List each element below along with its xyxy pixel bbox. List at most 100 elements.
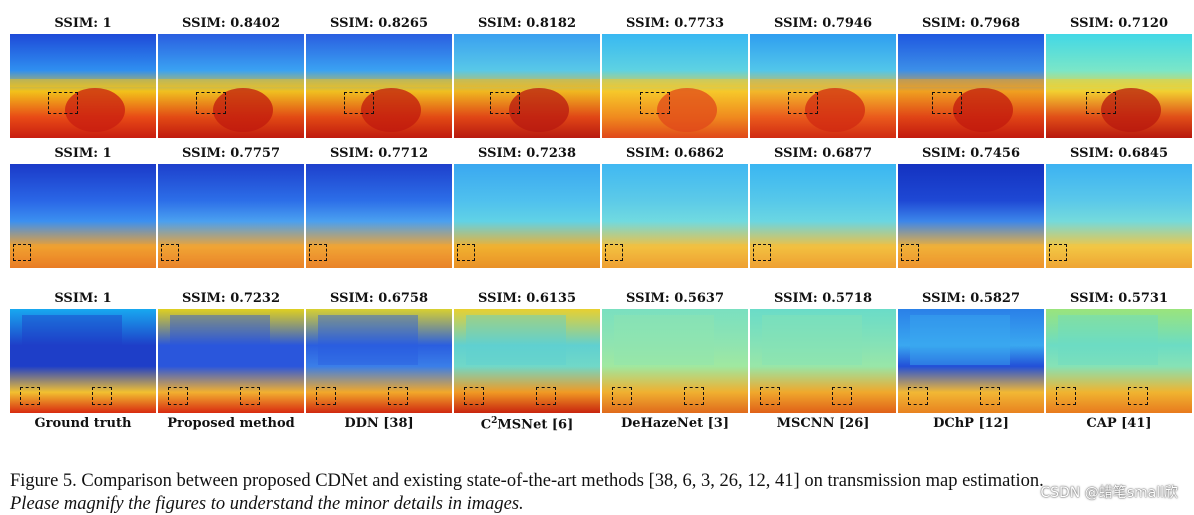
colormap-canvas [10, 309, 156, 413]
transmission-map [898, 164, 1044, 268]
colormap-canvas [10, 164, 156, 268]
colormap-canvas [750, 34, 896, 138]
shelf-shape [910, 315, 1010, 365]
zoom-region-box [13, 244, 31, 261]
colormap-canvas [750, 309, 896, 413]
colormap-canvas [602, 164, 748, 268]
transmission-map [1046, 164, 1192, 268]
method-label: MSNet [6] [497, 417, 574, 433]
zoom-region-box [48, 92, 78, 114]
floor-shape [454, 244, 600, 268]
transmission-map [750, 309, 896, 413]
transmission-map [898, 309, 1044, 413]
zoom-region-box [388, 387, 408, 405]
panel: SSIM: 0.6135 [454, 289, 600, 413]
zoom-region-box [684, 387, 704, 405]
table-edge-shape [10, 79, 156, 87]
chair-shape [953, 88, 1013, 132]
panel: SSIM: 0.8402 [158, 14, 304, 138]
panel: SSIM: 0.6862 [602, 144, 748, 268]
transmission-map [10, 164, 156, 268]
transmission-map [454, 34, 600, 138]
method-label: MSCNN [26] [776, 416, 870, 431]
table-edge-shape [454, 79, 600, 87]
table-edge-shape [898, 79, 1044, 87]
figure-caption: Figure 5. Comparison between proposed CD… [10, 471, 1044, 491]
colormap-gradient [10, 309, 156, 413]
ssim-label: SSIM: 1 [54, 16, 112, 31]
zoom-region-box [20, 387, 40, 405]
colormap-canvas [454, 164, 600, 268]
transmission-map [306, 164, 452, 268]
zoom-region-box [605, 244, 623, 261]
colormap-canvas [306, 164, 452, 268]
floor-shape [306, 244, 452, 268]
method-label: Proposed method [167, 416, 295, 431]
chair-shape [509, 88, 569, 132]
method-label-c2msnet: C2MSNet [6] [454, 416, 600, 432]
floor-shape [602, 244, 748, 268]
colormap-gradient [750, 309, 896, 413]
ssim-label: SSIM: 0.7712 [329, 146, 429, 161]
zoom-region-box [901, 244, 919, 261]
zoom-region-box [1049, 244, 1067, 261]
transmission-map [158, 34, 304, 138]
transmission-map [602, 34, 748, 138]
transmission-map [454, 309, 600, 413]
transmission-map [454, 164, 600, 268]
shelf-shape [762, 315, 862, 365]
colormap-canvas [1046, 164, 1192, 268]
transmission-map [158, 164, 304, 268]
zoom-region-box [1128, 387, 1148, 405]
method-label-superscript: 2 [491, 416, 498, 426]
ssim-label: SSIM: 0.7456 [921, 146, 1021, 161]
zoom-region-box [788, 92, 818, 114]
zoom-region-box [932, 92, 962, 114]
zoom-region-box [316, 387, 336, 405]
chair-shape [805, 88, 865, 132]
ssim-label: SSIM: 0.6877 [773, 146, 873, 161]
table-edge-shape [750, 79, 896, 87]
zoom-region-box [980, 387, 1000, 405]
zoom-region-box [161, 244, 179, 261]
zoom-region-box [612, 387, 632, 405]
colormap-canvas [454, 309, 600, 413]
transmission-map [158, 309, 304, 413]
ssim-label: SSIM: 0.6845 [1069, 146, 1169, 161]
transmission-map [306, 34, 452, 138]
shelf-shape [466, 315, 566, 365]
ssim-label: SSIM: 0.5637 [625, 291, 725, 306]
colormap-canvas [10, 34, 156, 138]
chair-shape [213, 88, 273, 132]
transmission-map [10, 309, 156, 413]
table-edge-shape [306, 79, 452, 87]
table-edge-shape [1046, 79, 1192, 87]
table-edge-shape [158, 79, 304, 87]
zoom-region-box [536, 387, 556, 405]
colormap-canvas [1046, 34, 1192, 138]
ssim-label: SSIM: 0.7120 [1069, 16, 1169, 31]
colormap-canvas [158, 164, 304, 268]
ssim-label: SSIM: 0.7946 [773, 16, 873, 31]
colormap-canvas [602, 34, 748, 138]
panel: SSIM: 0.6877 [750, 144, 896, 268]
transmission-map [750, 34, 896, 138]
panel: SSIM: 1 [10, 144, 156, 268]
panel: SSIM: 0.5718 [750, 289, 896, 413]
panel: SSIM: 0.5731 [1046, 289, 1192, 413]
colormap-canvas [454, 34, 600, 138]
floor-shape [1046, 244, 1192, 268]
shelf-shape [22, 315, 122, 365]
shelf-shape [170, 315, 270, 365]
ssim-label: SSIM: 0.8402 [181, 16, 281, 31]
ssim-label: SSIM: 0.8182 [477, 16, 577, 31]
panel: SSIM: 1 [10, 14, 156, 138]
method-label: DeHazeNet [3] [621, 416, 729, 431]
panel: SSIM: 0.7712 [306, 144, 452, 268]
colormap-gradient [306, 309, 452, 413]
zoom-region-box [240, 387, 260, 405]
colormap-gradient [1046, 309, 1192, 413]
floor-shape [750, 244, 896, 268]
figure-caption-note: Please magnify the figures to understand… [10, 494, 524, 514]
watermark: CSDN @蜡笔small欣 [1040, 485, 1178, 501]
